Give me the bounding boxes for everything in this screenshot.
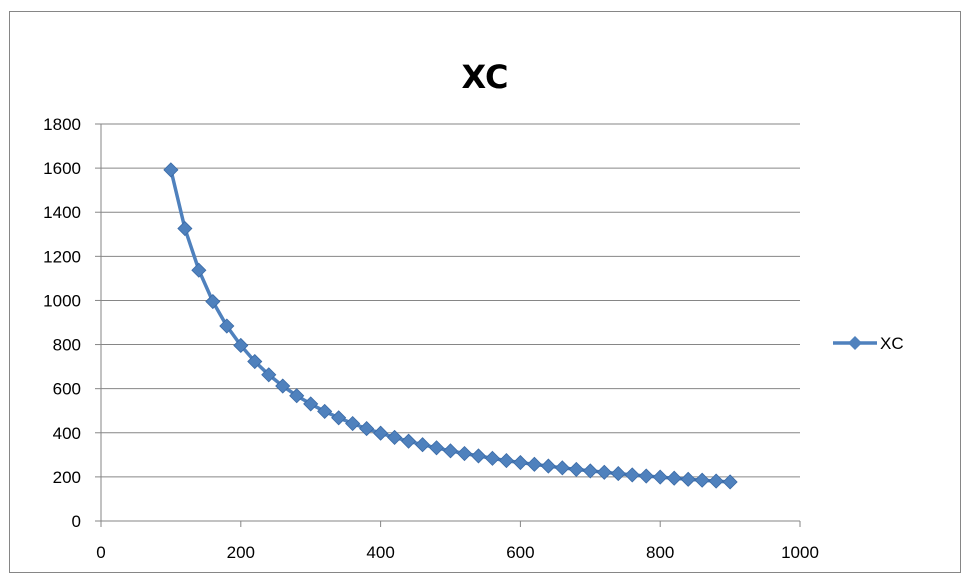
data-point	[652, 469, 668, 485]
data-point	[247, 353, 263, 370]
y-tick-label: 1800	[43, 115, 81, 134]
data-point	[680, 471, 696, 487]
legend: XC	[833, 334, 904, 353]
data-point	[596, 464, 612, 480]
x-tick-label: 0	[96, 543, 105, 562]
data-point	[456, 445, 473, 462]
data-point	[512, 454, 528, 471]
y-tick-label: 0	[72, 512, 81, 531]
y-tick-label: 800	[53, 336, 81, 355]
x-tick-label: 800	[646, 543, 674, 562]
data-point	[498, 453, 514, 469]
y-tick-label: 1400	[43, 203, 81, 222]
data-point	[554, 460, 570, 476]
data-point	[610, 466, 626, 482]
data-point	[666, 470, 682, 486]
y-tick-label: 1600	[43, 159, 81, 178]
data-point	[177, 220, 193, 237]
data-point	[442, 443, 459, 459]
data-point	[289, 388, 305, 404]
data-point	[526, 456, 542, 472]
y-tick-label: 200	[53, 468, 81, 487]
x-tick-label: 200	[227, 543, 255, 562]
series-line	[169, 169, 731, 484]
data-point	[722, 474, 738, 490]
data-point	[303, 396, 319, 412]
data-point	[191, 262, 207, 278]
data-point	[540, 458, 556, 474]
data-point	[400, 433, 417, 449]
data-point	[414, 437, 431, 453]
data-point	[708, 473, 724, 489]
data-point	[387, 429, 403, 445]
data-point	[359, 421, 375, 437]
x-tick-label: 1000	[781, 543, 819, 562]
data-point	[163, 162, 179, 178]
data-point	[219, 318, 235, 334]
legend-marker	[848, 336, 862, 350]
data-point	[428, 440, 445, 456]
data-point	[373, 425, 389, 441]
data-point	[470, 448, 487, 464]
x-tick-label: 400	[366, 543, 394, 562]
data-point	[694, 472, 710, 488]
y-tick-label: 600	[53, 380, 81, 399]
y-tick-label: 1000	[43, 291, 81, 310]
data-point	[233, 337, 249, 354]
y-tick-label: 1200	[43, 247, 81, 266]
gridlines	[101, 123, 800, 478]
legend-label: XC	[880, 334, 904, 353]
data-point	[638, 468, 654, 484]
data-point	[261, 367, 277, 383]
data-point	[345, 415, 361, 432]
data-point	[317, 403, 333, 419]
data-point	[568, 461, 584, 477]
chart-area: XC	[9, 11, 961, 573]
x-tick-label: 600	[506, 543, 534, 562]
chart-title: XC	[461, 58, 509, 96]
data-point	[484, 450, 501, 466]
y-tick-label: 400	[53, 424, 81, 443]
axes	[95, 123, 801, 527]
data-point	[205, 293, 221, 310]
data-point	[331, 410, 347, 426]
data-point	[624, 467, 640, 483]
data-point	[275, 378, 291, 394]
data-point	[582, 463, 598, 479]
tick-labels: 0 200 400 600 800 1000 1200 1400 1600 1800 0 200 400…	[43, 115, 819, 562]
series-layer	[163, 162, 738, 490]
